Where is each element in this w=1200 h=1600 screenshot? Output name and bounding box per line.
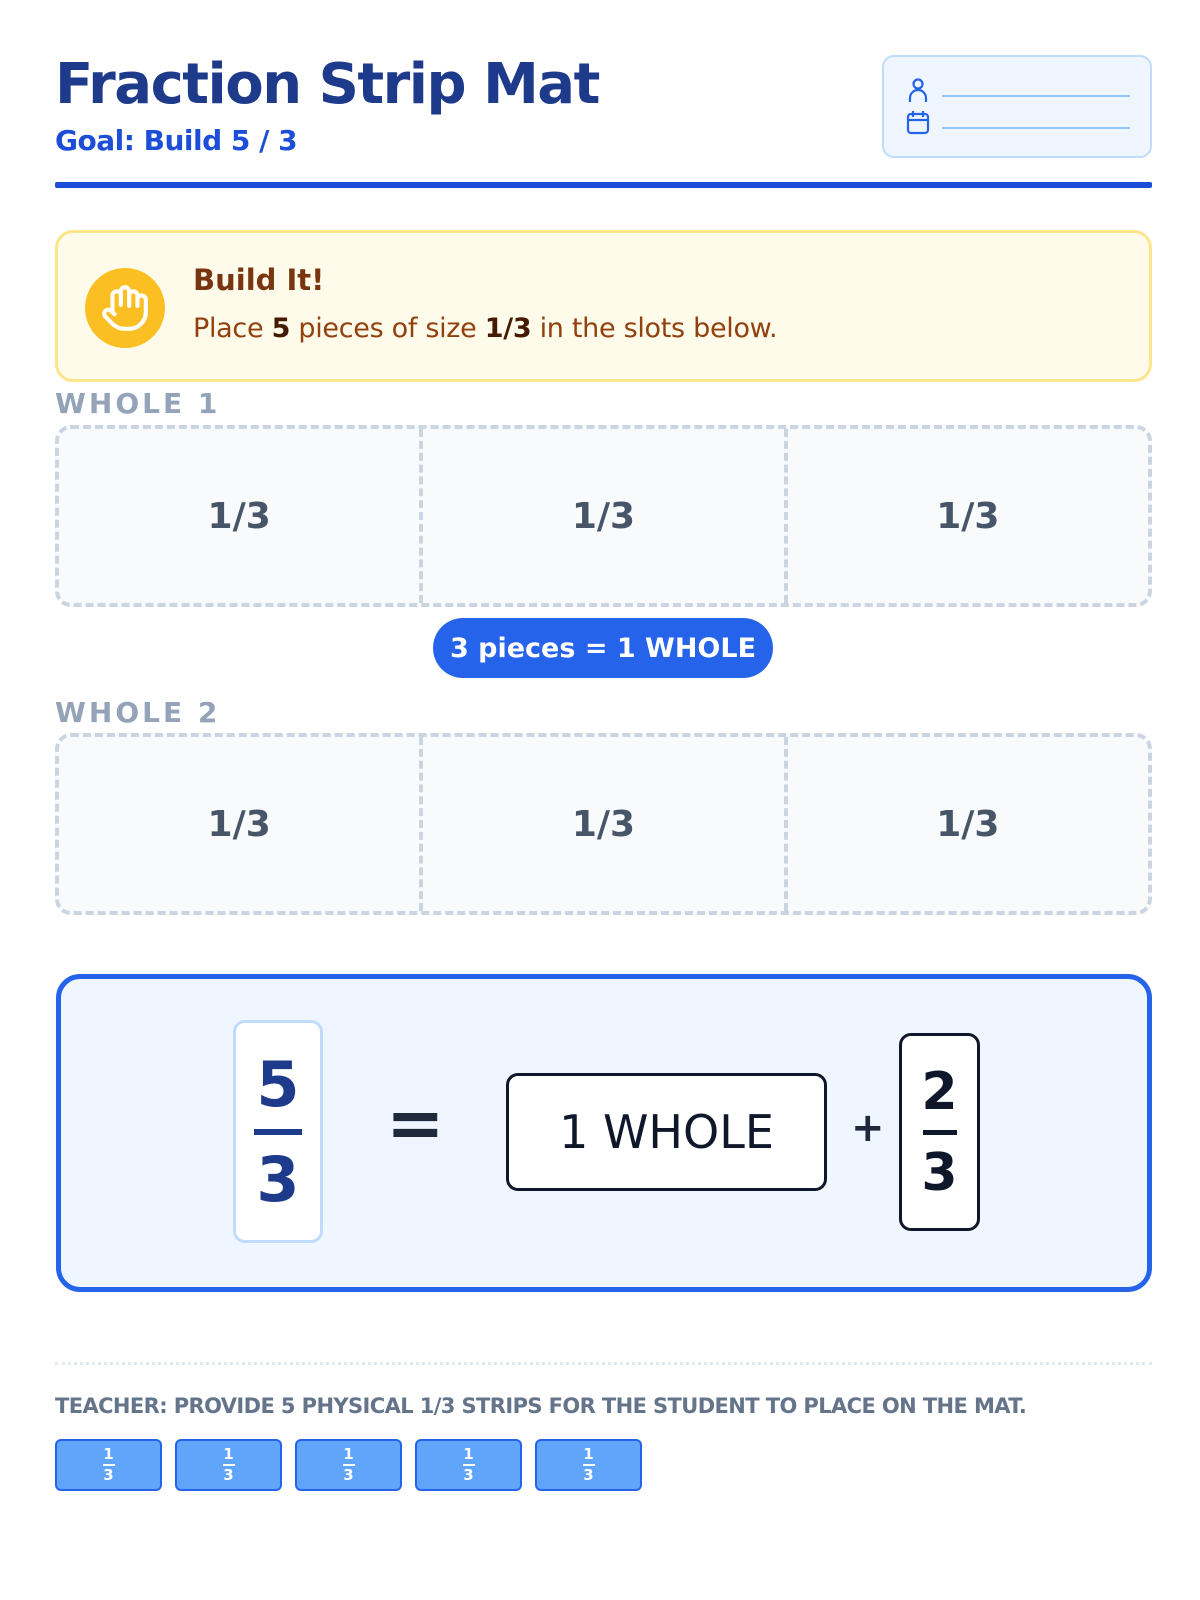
build-it-callout: Build It! Place 5 pieces of size 1/3 in … bbox=[55, 230, 1152, 382]
calendar-icon bbox=[906, 111, 930, 135]
hand-icon bbox=[85, 268, 165, 348]
header-divider bbox=[55, 182, 1152, 188]
whole-2-label: WHOLE 2 bbox=[55, 696, 221, 729]
page-title: Fraction Strip Mat bbox=[55, 52, 600, 117]
slot[interactable]: 1/3 bbox=[423, 429, 788, 603]
equals-sign: = bbox=[386, 1082, 445, 1164]
slot[interactable]: 1/3 bbox=[423, 737, 788, 911]
user-icon bbox=[908, 78, 928, 102]
slot[interactable]: 1/3 bbox=[936, 803, 1000, 845]
teacher-note: TEACHER: PROVIDE 5 PHYSICAL 1/3 STRIPS F… bbox=[55, 1394, 1027, 1418]
improper-fraction: 5 3 bbox=[233, 1020, 323, 1243]
name-field[interactable] bbox=[942, 95, 1130, 97]
numerator: 1 bbox=[343, 1445, 354, 1463]
remainder-fraction: 2 3 bbox=[899, 1033, 980, 1231]
denominator: 3 bbox=[921, 1142, 958, 1203]
denominator: 3 bbox=[583, 1466, 594, 1484]
whole-badge: 3 pieces = 1 WHOLE bbox=[433, 618, 773, 678]
whole-2-strip: 1/3 1/3 1/3 bbox=[55, 733, 1152, 915]
numerator: 1 bbox=[223, 1445, 234, 1463]
equation-panel: 5 3 = 1 WHOLE + 2 3 bbox=[56, 974, 1152, 1292]
name-date-box bbox=[882, 55, 1152, 158]
fraction-bar bbox=[254, 1128, 302, 1135]
plus-sign: + bbox=[851, 1105, 885, 1151]
goal-subtitle: Goal: Build 5 / 3 bbox=[55, 124, 298, 157]
whole-box: 1 WHOLE bbox=[506, 1073, 827, 1191]
numerator: 1 bbox=[103, 1445, 114, 1463]
numerator: 1 bbox=[463, 1445, 474, 1463]
date-field[interactable] bbox=[942, 127, 1130, 129]
numerator: 5 bbox=[256, 1047, 300, 1121]
callout-title: Build It! bbox=[193, 263, 325, 297]
slot[interactable]: 1/3 bbox=[59, 737, 424, 911]
denominator: 3 bbox=[103, 1466, 114, 1484]
fraction-bar bbox=[922, 1129, 957, 1135]
denominator: 3 bbox=[256, 1142, 300, 1216]
whole-1-label: WHOLE 1 bbox=[55, 387, 221, 420]
denominator: 3 bbox=[223, 1466, 234, 1484]
numerator: 2 bbox=[921, 1061, 958, 1122]
slot[interactable]: 1/3 bbox=[936, 495, 1000, 537]
numerator: 1 bbox=[583, 1445, 594, 1463]
whole-1-strip: 1/3 1/3 1/3 bbox=[55, 425, 1152, 607]
denominator: 3 bbox=[463, 1466, 474, 1484]
denominator: 3 bbox=[343, 1466, 354, 1484]
dotted-divider bbox=[55, 1362, 1152, 1365]
callout-text: Place 5 pieces of size 1/3 in the slots … bbox=[193, 313, 778, 344]
slot[interactable]: 1/3 bbox=[59, 429, 424, 603]
